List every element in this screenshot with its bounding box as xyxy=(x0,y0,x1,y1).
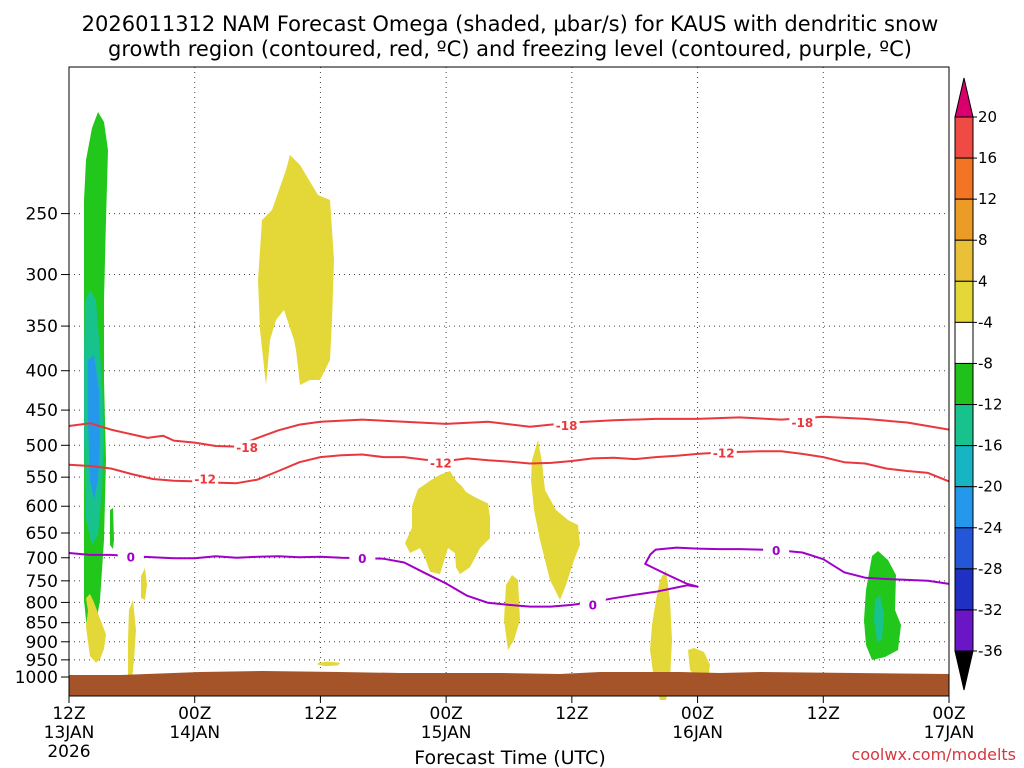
colorbar-segment xyxy=(954,116,974,159)
colorbar-segment xyxy=(954,527,974,570)
y-tick-label: 350 xyxy=(26,317,58,337)
colorbar-segment xyxy=(954,445,974,488)
contour-label: 0 xyxy=(358,552,366,566)
pressure-axis: 2503003504004505005506006507007508008509… xyxy=(15,205,69,688)
colorbar-label: -20 xyxy=(978,478,1003,496)
omega-colorbar: 20 16 12 8 4 -4 -8 -12 -16 -20 -24 -28 -32 -36 xyxy=(954,77,1003,691)
x-tick-label: 2026 xyxy=(47,742,90,762)
contour-label: 0 xyxy=(589,598,597,612)
y-tick-label: 550 xyxy=(26,468,58,488)
colorbar-label: 16 xyxy=(978,149,997,167)
colorbar-segment xyxy=(954,280,974,323)
x-tick-label: 13JAN xyxy=(44,723,95,743)
contour-dendritic-18 xyxy=(68,415,950,448)
colorbar-label: 4 xyxy=(978,272,988,290)
contour-label: -12 xyxy=(194,472,216,486)
contour-label-bg xyxy=(234,440,261,455)
omega-shading xyxy=(84,112,901,700)
x-tick-label: 12Z xyxy=(304,704,337,724)
y-tick-label: 750 xyxy=(26,572,58,592)
y-tick-label: 400 xyxy=(26,362,58,382)
x-tick-label: 15JAN xyxy=(421,723,472,743)
omega-region-green-small xyxy=(110,508,114,549)
contour-label: -12 xyxy=(430,456,452,470)
x-tick-label: 00Z xyxy=(178,704,211,724)
y-tick-label: 300 xyxy=(26,266,58,286)
plot-area: -18 -18 -18 -12 -12 -12 0 0 0 0 xyxy=(68,66,950,700)
colorbar-label: -28 xyxy=(978,560,1003,578)
contour-label-bg xyxy=(763,543,790,558)
contour-label: 0 xyxy=(772,544,780,558)
contour-label: 0 xyxy=(127,550,135,564)
colorbar-segment xyxy=(954,609,974,652)
contour-label: -18 xyxy=(236,441,258,455)
contour-label-bg xyxy=(553,418,580,433)
colorbar-top-arrow xyxy=(954,77,974,118)
contour-label-bg xyxy=(192,471,219,486)
colorbar-segment xyxy=(954,198,974,241)
terrain-edge xyxy=(69,671,949,678)
terrain-surface xyxy=(69,675,949,696)
colorbar-label: -36 xyxy=(978,642,1003,660)
colorbar-segment xyxy=(954,239,974,282)
x-tick-label: 12Z xyxy=(555,704,588,724)
contour-label: -18 xyxy=(556,419,578,433)
x-tick-label: 14JAN xyxy=(169,723,220,743)
colorbar-segment xyxy=(954,362,974,406)
colorbar-label: 12 xyxy=(978,190,997,208)
y-tick-label: 950 xyxy=(26,651,58,671)
x-tick-label: 16JAN xyxy=(672,723,723,743)
colorbar-segment xyxy=(954,157,974,200)
contour-label-bg xyxy=(789,415,816,430)
contour-label-bg xyxy=(117,549,144,564)
colorbar-segment xyxy=(954,321,974,364)
contour-label-bg xyxy=(710,446,737,461)
chart-title-line1: 2026011312 NAM Forecast Omega (shaded, μ… xyxy=(82,12,939,36)
x-tick-label: 12Z xyxy=(52,704,85,724)
omega-region-cyan-right xyxy=(874,595,884,642)
colorbar-label: -16 xyxy=(978,437,1003,455)
colorbar-label: -4 xyxy=(978,313,993,331)
omega-region-yellow xyxy=(86,155,710,700)
plot-frame xyxy=(68,66,950,697)
y-tick-label: 700 xyxy=(26,549,58,569)
x-tick-label: 12Z xyxy=(807,704,840,724)
colorbar-bottom-arrow xyxy=(954,650,974,691)
colorbar-segment xyxy=(954,486,974,529)
colorbar-segment xyxy=(954,404,974,447)
x-tick-label: 00Z xyxy=(430,704,463,724)
omega-region-blue-core xyxy=(88,355,100,500)
y-tick-label: 600 xyxy=(26,497,58,517)
x-tick-label: 00Z xyxy=(932,704,965,724)
y-tick-label: 1000 xyxy=(15,668,58,688)
y-tick-label: 900 xyxy=(26,633,58,653)
y-tick-label: 500 xyxy=(26,436,58,456)
y-tick-label: 800 xyxy=(26,593,58,613)
contour-label: -12 xyxy=(713,447,735,461)
temperature-contours: -18 -18 -18 -12 -12 -12 0 0 0 0 xyxy=(68,415,950,612)
colorbar-label: -32 xyxy=(978,601,1003,619)
x-tick-label: 00Z xyxy=(681,704,714,724)
x-tick-label: 17JAN xyxy=(924,723,975,743)
y-tick-label: 850 xyxy=(26,614,58,634)
y-tick-label: 250 xyxy=(26,205,58,225)
contour-label-bg xyxy=(579,597,606,612)
y-tick-label: 450 xyxy=(26,401,58,421)
contour-label-bg xyxy=(349,551,376,566)
colorbar-label: 8 xyxy=(978,231,988,249)
contour-label-bg xyxy=(427,455,454,470)
colorbar-label: -12 xyxy=(978,396,1003,414)
colorbar-segment xyxy=(954,568,974,611)
colorbar-label: -24 xyxy=(978,519,1003,537)
chart-title-line2: growth region (contoured, red, ºC) and f… xyxy=(108,37,912,61)
contour-label: -18 xyxy=(791,416,813,430)
colorbar-label: 20 xyxy=(978,108,997,126)
colorbar-label: -8 xyxy=(978,354,993,372)
x-axis-label: Forecast Time (UTC) xyxy=(414,747,605,768)
y-tick-label: 650 xyxy=(26,524,58,544)
site-credit: coolwx.com/modelts xyxy=(852,745,1016,764)
